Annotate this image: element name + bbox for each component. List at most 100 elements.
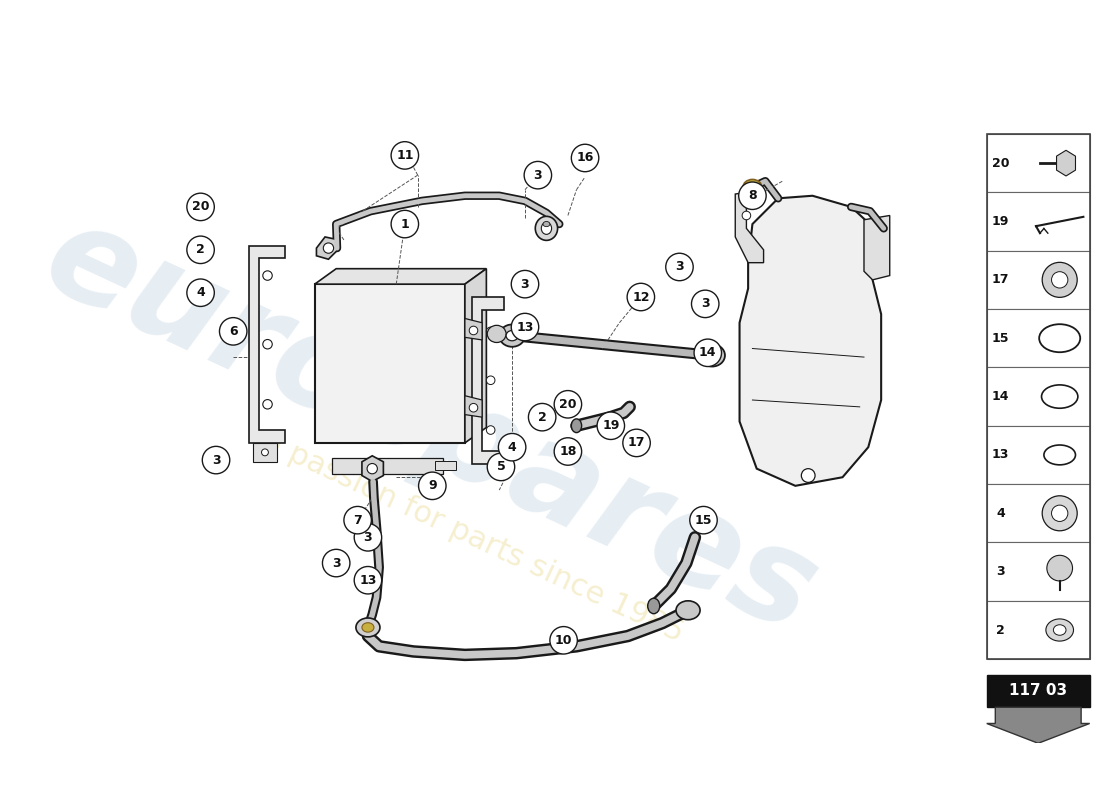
FancyBboxPatch shape	[987, 426, 1090, 484]
Text: 3: 3	[534, 169, 542, 182]
Text: 1: 1	[400, 218, 409, 230]
Text: 13: 13	[992, 449, 1009, 462]
Text: 3: 3	[332, 557, 341, 570]
Ellipse shape	[499, 325, 525, 346]
Text: 15: 15	[695, 514, 713, 526]
Polygon shape	[249, 246, 285, 443]
Text: 2: 2	[196, 243, 205, 256]
Circle shape	[627, 283, 654, 310]
Circle shape	[187, 279, 214, 306]
Circle shape	[419, 472, 446, 499]
Text: 10: 10	[554, 634, 572, 647]
Ellipse shape	[362, 622, 374, 632]
Text: 16: 16	[576, 151, 594, 165]
Circle shape	[554, 390, 582, 418]
FancyBboxPatch shape	[253, 443, 277, 462]
Text: 3: 3	[997, 565, 1004, 578]
Text: 3: 3	[701, 298, 710, 310]
Text: 20: 20	[191, 201, 209, 214]
Ellipse shape	[1046, 619, 1074, 641]
Circle shape	[187, 236, 214, 263]
Text: 20: 20	[992, 157, 1009, 170]
Circle shape	[202, 446, 230, 474]
Text: 14: 14	[698, 346, 716, 359]
Circle shape	[1042, 496, 1077, 530]
Ellipse shape	[706, 350, 718, 361]
Circle shape	[486, 376, 495, 385]
FancyBboxPatch shape	[987, 192, 1090, 250]
Circle shape	[344, 506, 372, 534]
Text: 117 03: 117 03	[1009, 683, 1067, 698]
Text: 15: 15	[992, 332, 1009, 345]
Circle shape	[498, 434, 526, 461]
Ellipse shape	[700, 344, 725, 366]
Circle shape	[1042, 262, 1077, 298]
Ellipse shape	[536, 216, 558, 240]
Circle shape	[367, 463, 377, 474]
Text: 7: 7	[353, 514, 362, 526]
Ellipse shape	[676, 601, 700, 620]
Text: 4: 4	[508, 441, 517, 454]
Polygon shape	[317, 237, 337, 259]
Ellipse shape	[571, 419, 582, 433]
Text: 3: 3	[675, 261, 684, 274]
Polygon shape	[465, 318, 482, 340]
Circle shape	[470, 326, 477, 334]
Circle shape	[742, 211, 750, 220]
Circle shape	[554, 438, 582, 466]
Circle shape	[392, 210, 419, 238]
Circle shape	[528, 403, 556, 431]
FancyBboxPatch shape	[987, 674, 1090, 707]
Circle shape	[322, 550, 350, 577]
Polygon shape	[315, 269, 486, 284]
Text: 2: 2	[538, 410, 547, 424]
Polygon shape	[434, 461, 456, 470]
Circle shape	[690, 506, 717, 534]
Ellipse shape	[543, 222, 550, 226]
Circle shape	[801, 469, 815, 482]
Circle shape	[1047, 555, 1072, 581]
FancyBboxPatch shape	[987, 309, 1090, 367]
Circle shape	[486, 327, 495, 336]
Polygon shape	[739, 196, 881, 486]
Ellipse shape	[356, 618, 380, 637]
FancyBboxPatch shape	[987, 601, 1090, 659]
Circle shape	[623, 429, 650, 457]
Polygon shape	[472, 297, 505, 464]
Circle shape	[354, 523, 382, 551]
Ellipse shape	[487, 326, 506, 342]
Text: 2: 2	[997, 623, 1004, 637]
Text: 12: 12	[632, 290, 650, 303]
Circle shape	[694, 339, 722, 366]
Circle shape	[1052, 272, 1068, 288]
Ellipse shape	[648, 598, 660, 614]
Text: 17: 17	[628, 437, 646, 450]
Ellipse shape	[1054, 625, 1066, 635]
Polygon shape	[987, 707, 1090, 743]
Polygon shape	[465, 396, 482, 417]
Circle shape	[692, 290, 719, 318]
Text: 5: 5	[496, 461, 505, 474]
Text: 4: 4	[196, 286, 205, 299]
Text: 3: 3	[520, 278, 529, 290]
Circle shape	[187, 193, 214, 221]
Polygon shape	[735, 192, 763, 262]
Circle shape	[486, 426, 495, 434]
FancyBboxPatch shape	[987, 367, 1090, 426]
Text: 11: 11	[396, 149, 414, 162]
FancyBboxPatch shape	[332, 458, 443, 474]
Circle shape	[512, 270, 539, 298]
Circle shape	[470, 403, 477, 412]
Text: 3: 3	[211, 454, 220, 466]
Ellipse shape	[541, 222, 551, 234]
Text: 19: 19	[602, 419, 619, 432]
Text: a passion for parts since 1985: a passion for parts since 1985	[258, 426, 689, 648]
Circle shape	[392, 142, 419, 169]
Circle shape	[524, 162, 551, 189]
Text: 8: 8	[748, 190, 757, 202]
FancyBboxPatch shape	[315, 284, 465, 443]
Ellipse shape	[506, 330, 518, 341]
FancyBboxPatch shape	[987, 484, 1090, 542]
Text: 4: 4	[997, 506, 1004, 520]
Circle shape	[512, 314, 539, 341]
